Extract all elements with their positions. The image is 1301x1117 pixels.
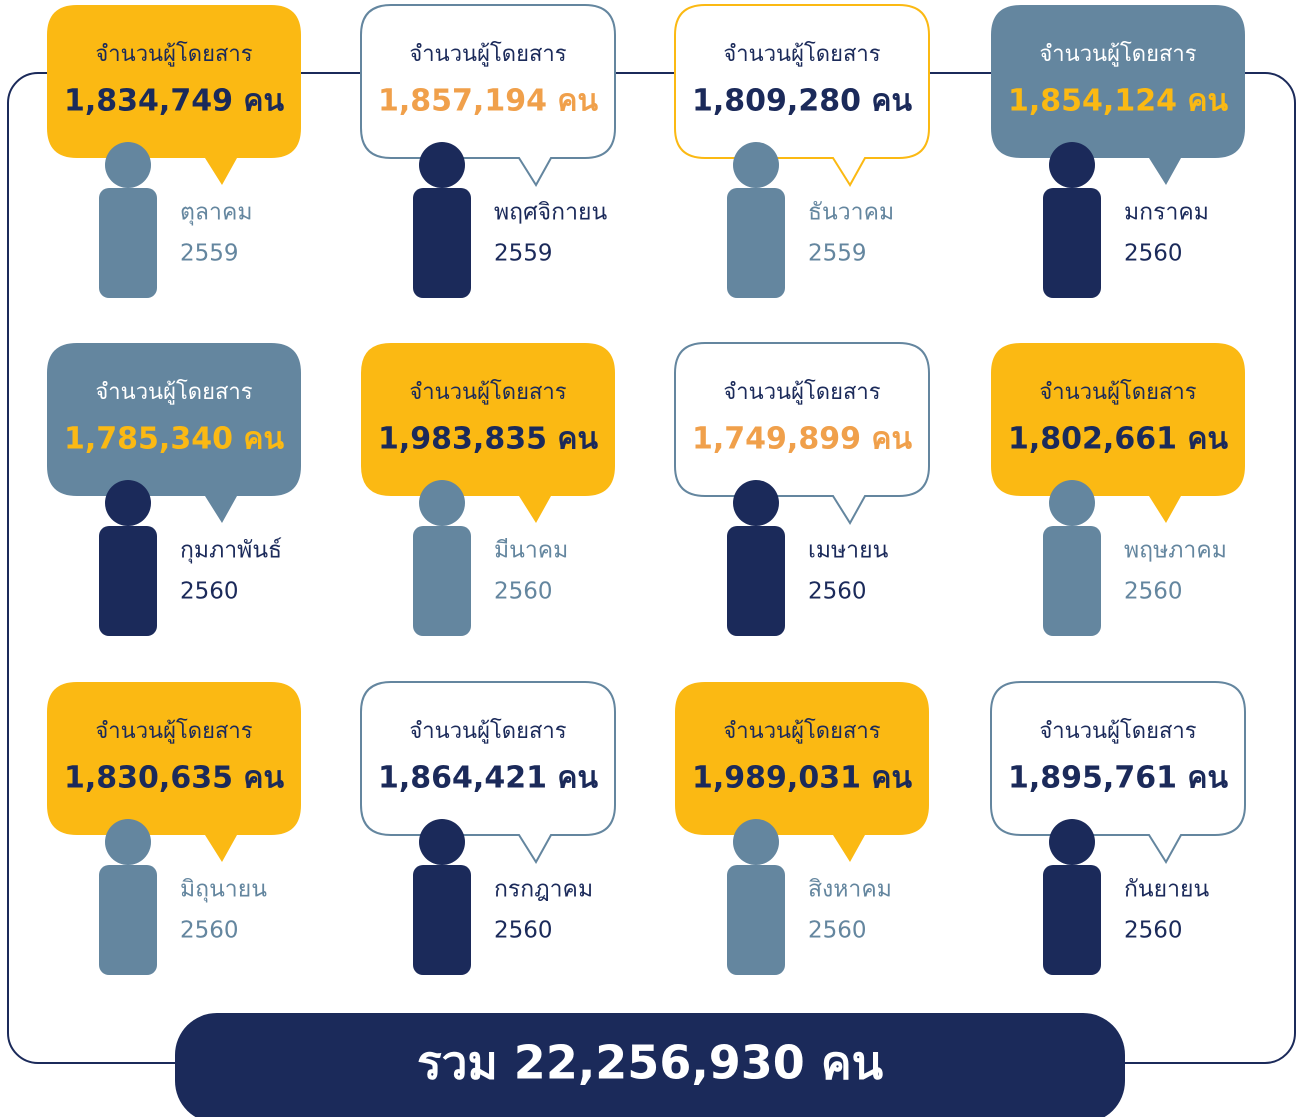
year: 2559 <box>180 241 239 267</box>
figure-body <box>1043 865 1101 975</box>
year: 2559 <box>808 241 867 267</box>
figure-body <box>727 526 785 636</box>
figure-head <box>419 480 465 526</box>
bubble <box>47 5 301 185</box>
year: 2560 <box>180 918 239 944</box>
month: กรกฎาคม <box>494 877 593 903</box>
figure-head <box>105 142 151 188</box>
card-value: 1,854,124 คน <box>1008 84 1228 119</box>
year: 2560 <box>1124 918 1183 944</box>
card-value: 1,749,899 คน <box>692 422 912 457</box>
figure-body <box>99 526 157 636</box>
figure-head <box>1049 819 1095 865</box>
year: 2560 <box>1124 241 1183 267</box>
card-label: จำนวนผู้โดยสาร <box>1039 41 1196 67</box>
card-value: 1,895,761 คน <box>1008 761 1228 796</box>
month: ตุลาคม <box>180 200 253 226</box>
month: พฤษภาคม <box>1124 538 1227 564</box>
card-value: 1,989,031 คน <box>692 761 912 796</box>
total-bar <box>175 1013 1125 1117</box>
figure-head <box>1049 142 1095 188</box>
card-label: จำนวนผู้โดยสาร <box>409 41 566 67</box>
bubble <box>991 343 1245 523</box>
figure-body <box>727 865 785 975</box>
card-label: จำนวนผู้โดยสาร <box>409 718 566 744</box>
month: กันยายน <box>1124 877 1210 903</box>
month: กุมภาพันธ์ <box>180 537 282 564</box>
month: พฤศจิกายน <box>494 200 607 226</box>
card-label: จำนวนผู้โดยสาร <box>95 718 252 744</box>
figure-body <box>413 865 471 975</box>
figure-body <box>413 188 471 298</box>
card-label: จำนวนผู้โดยสาร <box>1039 379 1196 405</box>
bubble <box>991 5 1245 185</box>
bubble <box>47 682 301 862</box>
figure-body <box>1043 188 1101 298</box>
card-label: จำนวนผู้โดยสาร <box>723 41 880 67</box>
year: 2560 <box>1124 579 1183 605</box>
figure-body <box>1043 526 1101 636</box>
card-value: 1,834,749 คน <box>64 84 284 119</box>
year: 2560 <box>494 579 553 605</box>
cards: จำนวนผู้โดยสาร 1,834,749 คนตุลาคม 2559 จำนว… <box>47 4 1246 975</box>
card-label: จำนวนผู้โดยสาร <box>723 379 880 405</box>
figure-head <box>105 480 151 526</box>
year: 2560 <box>494 918 553 944</box>
figure-body <box>99 188 157 298</box>
card-value: 1,802,661 คน <box>1008 422 1228 457</box>
bubble <box>47 343 301 523</box>
card-label: จำนวนผู้โดยสาร <box>1039 718 1196 744</box>
figure-head <box>1049 480 1095 526</box>
card-value: 1,857,194 คน <box>378 84 598 119</box>
card-label: จำนวนผู้โดยสาร <box>95 379 252 405</box>
figure-head <box>105 819 151 865</box>
card-value: 1,830,635 คน <box>64 761 284 796</box>
year: 2560 <box>808 918 867 944</box>
bubble <box>675 682 929 862</box>
card-label: จำนวนผู้โดยสาร <box>95 41 252 67</box>
bubble <box>360 4 616 187</box>
month: มิถุนายน <box>180 877 267 903</box>
figure-head <box>733 819 779 865</box>
card-value: 1,864,421 คน <box>378 761 598 796</box>
card-label: จำนวนผู้โดยสาร <box>409 379 566 405</box>
card-value: 1,785,340 คน <box>64 422 284 457</box>
figure-head <box>419 819 465 865</box>
month: สิงหาคม <box>808 877 892 903</box>
bubble <box>674 4 930 187</box>
bubble <box>674 342 930 525</box>
year: 2560 <box>808 579 867 605</box>
figure-body <box>727 188 785 298</box>
figure-head <box>733 480 779 526</box>
year: 2560 <box>180 579 239 605</box>
card-value: 1,809,280 คน <box>692 84 912 119</box>
figure-body <box>99 865 157 975</box>
card-value: 1,983,835 คน <box>378 422 598 457</box>
month: ธันวาคม <box>808 200 894 226</box>
bubble <box>990 681 1246 864</box>
card-label: จำนวนผู้โดยสาร <box>723 718 880 744</box>
figure-body <box>413 526 471 636</box>
month: มีนาคม <box>494 538 568 564</box>
month: เมษายน <box>808 538 889 564</box>
figure-head <box>419 142 465 188</box>
year: 2559 <box>494 241 553 267</box>
bubble <box>360 681 616 864</box>
month: มกราคม <box>1124 200 1209 226</box>
figure-head <box>733 142 779 188</box>
bubble <box>361 343 615 523</box>
total: รวม 22,256,930 คน <box>417 1036 884 1090</box>
